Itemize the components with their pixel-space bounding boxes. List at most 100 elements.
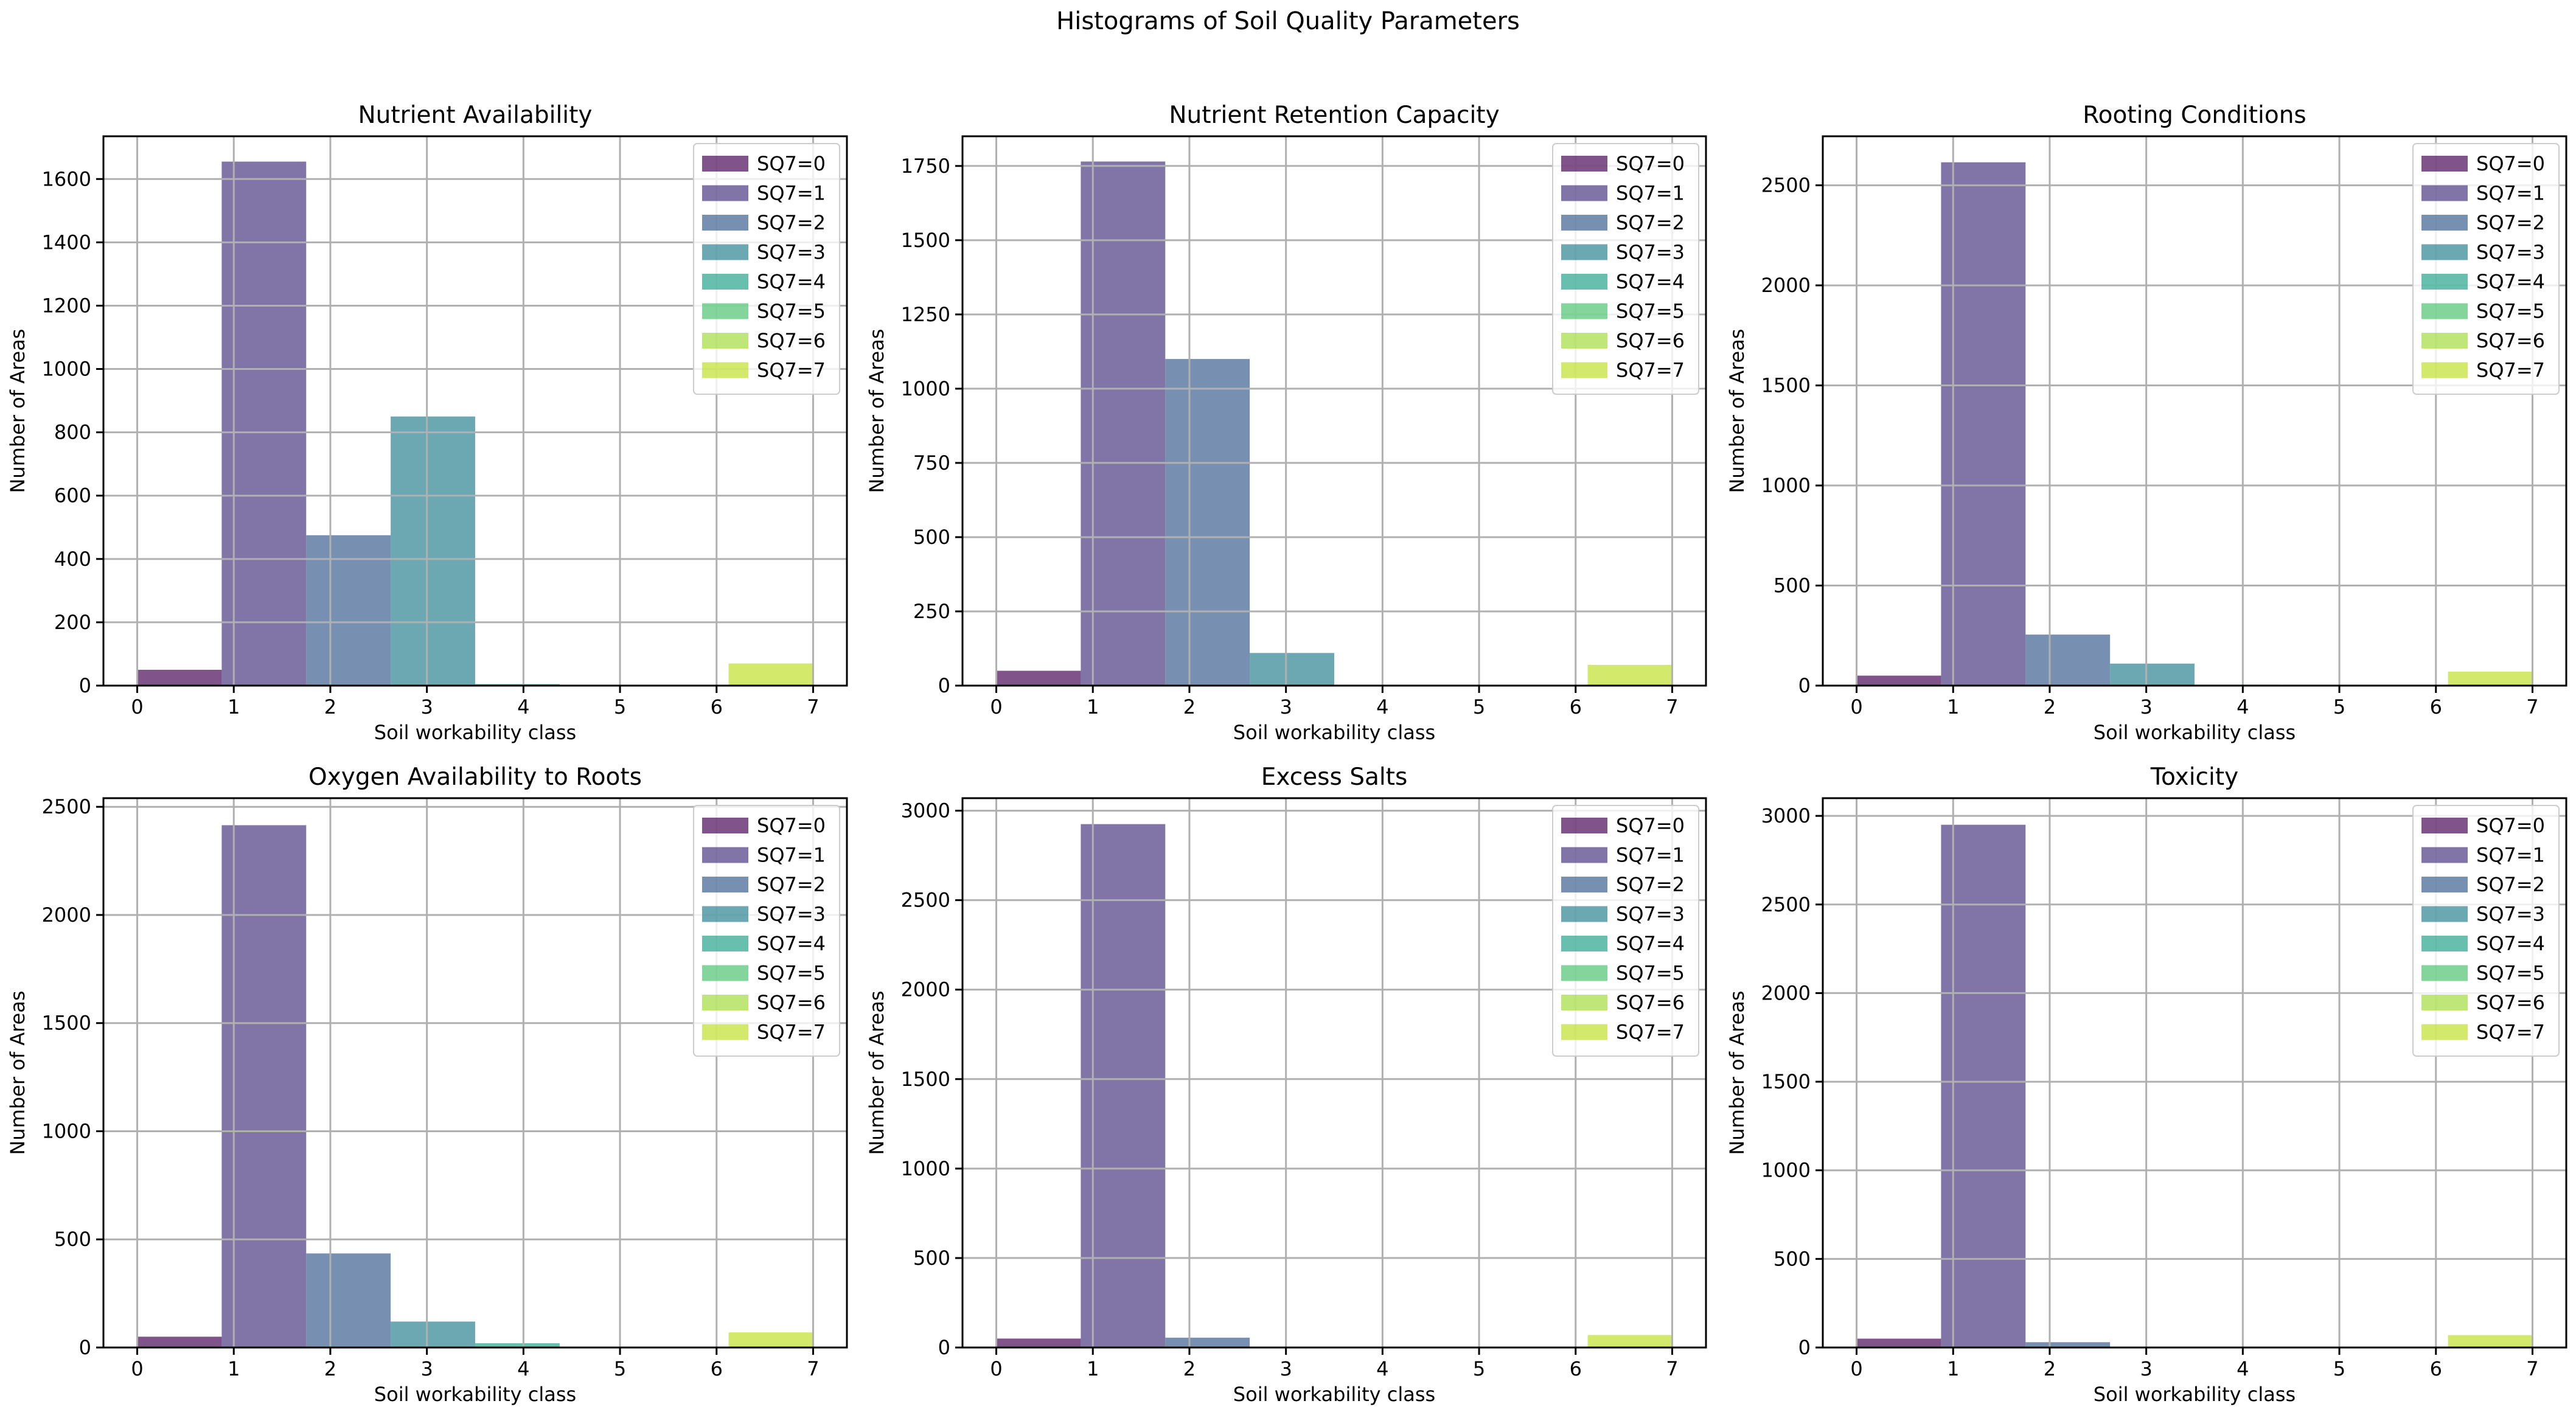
legend-label: SQ7=5 <box>2476 962 2545 985</box>
y-tick-label: 200 <box>54 611 91 634</box>
grid <box>1823 798 2566 1349</box>
legend-label: SQ7=2 <box>2476 211 2545 234</box>
x-tick-label: 3 <box>2140 695 2152 718</box>
legend-label: SQ7=5 <box>1616 300 1685 323</box>
y-tick-label: 1500 <box>1761 374 1811 397</box>
y-tick-label: 500 <box>54 1228 91 1251</box>
y-tick-label: 2000 <box>1761 274 1811 297</box>
axes-frame <box>1822 797 2567 1349</box>
x-tick-label: 6 <box>1570 1357 1582 1380</box>
subplot-6: Toxicity 0 1 2 3 4 5 6 7 0 500 1000 1500 2000 2500 3000… <box>1725 763 2567 1406</box>
x-axis-label: Soil workability class <box>2094 721 2296 744</box>
bar-sq7-1 <box>1941 162 2026 686</box>
x-tick-label: 2 <box>2044 695 2056 718</box>
legend-swatch <box>2421 906 2468 922</box>
legend-swatch <box>1561 244 1607 260</box>
subplot-1: Nutrient Availability 0 1 2 3 4 5 6 7 0 200 400 600 8… <box>6 102 848 744</box>
y-tick-label: 2000 <box>42 903 91 927</box>
bar-sq7-3 <box>1250 653 1334 686</box>
y-tick-label: 1000 <box>1761 474 1811 497</box>
legend-swatch <box>1561 906 1607 922</box>
figure-title: Histograms of Soil Quality Parameters <box>1056 7 1520 35</box>
y-tick-label: 600 <box>54 484 91 507</box>
axes-frame <box>961 135 1707 687</box>
x-tick-label: 6 <box>2430 1357 2442 1380</box>
legend-label: SQ7=4 <box>1616 932 1685 955</box>
x-axis-label: Soil workability class <box>374 1383 576 1406</box>
legend-label: SQ7=4 <box>2476 270 2545 293</box>
legend-swatch <box>2421 303 2468 319</box>
bars <box>1856 162 2533 686</box>
legend-label: SQ7=3 <box>2476 903 2545 926</box>
legend-swatch <box>702 965 748 981</box>
x-tick-label: 7 <box>2526 1357 2538 1380</box>
legend-box <box>693 805 840 1057</box>
x-tick-label: 1 <box>1947 1357 1959 1380</box>
x-axis-label: Soil workability class <box>2094 1383 2296 1406</box>
subplot-2: Nutrient Retention Capacity 0 1 2 3 4 5 6 7 0 250 5… <box>865 102 1707 744</box>
x-tick-label: 3 <box>420 695 433 718</box>
legend-label: SQ7=0 <box>2476 152 2545 175</box>
y-ticks: 0 500 1000 1500 2000 2500 3000 <box>901 799 963 1359</box>
x-ticks: 0 1 2 3 4 5 6 7 <box>990 1348 1679 1380</box>
y-tick-label: 1400 <box>42 231 91 254</box>
x-tick-label: 7 <box>1666 695 1678 718</box>
legend-label: SQ7=7 <box>757 359 826 382</box>
legend-swatch <box>1561 185 1607 201</box>
legend-label: SQ7=0 <box>757 152 826 175</box>
y-tick-label: 0 <box>79 674 91 697</box>
x-tick-label: 0 <box>990 695 1002 718</box>
x-tick-label: 2 <box>324 1357 336 1380</box>
x-tick-label: 4 <box>517 695 529 718</box>
legend-swatch <box>702 995 748 1010</box>
legend-swatch <box>1561 847 1607 863</box>
legend-swatch <box>1561 303 1607 319</box>
bar-sq7-7 <box>2448 671 2533 686</box>
y-tick-label: 400 <box>54 548 91 571</box>
legend-swatch <box>1561 877 1607 892</box>
legend-swatch <box>702 362 748 378</box>
y-tick-label: 0 <box>1798 674 1811 697</box>
axes-frame <box>961 797 1707 1349</box>
y-tick-label: 3000 <box>901 799 950 823</box>
legend-label: SQ7=2 <box>2476 873 2545 896</box>
bar-sq7-3 <box>391 416 475 686</box>
x-tick-label: 4 <box>1376 695 1388 718</box>
x-tick-label: 5 <box>2333 695 2345 718</box>
x-tick-label: 3 <box>1279 1357 1292 1380</box>
y-tick-label: 3000 <box>1761 804 1811 827</box>
x-tick-label: 7 <box>2526 695 2538 718</box>
legend-label: SQ7=3 <box>757 241 826 264</box>
bars <box>996 824 1673 1348</box>
legend-label: SQ7=4 <box>2476 932 2545 955</box>
legend-label: SQ7=5 <box>757 962 826 985</box>
x-tick-label: 2 <box>1183 1357 1196 1380</box>
y-tick-label: 1600 <box>42 167 91 190</box>
legend-swatch <box>1561 274 1607 290</box>
bar-sq7-2 <box>1165 1337 1250 1348</box>
legend-swatch <box>702 303 748 319</box>
bars <box>137 161 813 686</box>
legend-swatch <box>2421 877 2468 892</box>
legend-swatch <box>702 877 748 892</box>
legend-label: SQ7=1 <box>757 182 826 205</box>
bar-sq7-7 <box>728 663 813 686</box>
legend-label: SQ7=0 <box>1616 152 1685 175</box>
x-tick-label: 4 <box>2237 1357 2249 1380</box>
legend-label: SQ7=6 <box>1616 329 1685 352</box>
bar-sq7-0 <box>996 1338 1081 1348</box>
bar-sq7-1 <box>1081 161 1166 686</box>
x-tick-label: 2 <box>1183 695 1196 718</box>
y-tick-label: 2000 <box>901 978 950 1001</box>
subplot-title: Nutrient Availability <box>358 102 592 129</box>
x-tick-label: 1 <box>228 1357 240 1380</box>
legend-swatch <box>702 936 748 951</box>
x-tick-label: 2 <box>2044 1357 2056 1380</box>
y-tick-label: 1000 <box>1761 1159 1811 1182</box>
x-tick-label: 7 <box>807 695 819 718</box>
legend: SQ7=0 SQ7=1 SQ7=2 SQ7=3 SQ7=4 SQ7=5 SQ7=6 SQ7=7 <box>1552 805 1699 1057</box>
y-tick-label: 1500 <box>42 1012 91 1035</box>
legend-label: SQ7=7 <box>1616 359 1685 382</box>
bars <box>1856 824 2533 1348</box>
legend-label: SQ7=7 <box>2476 359 2545 382</box>
